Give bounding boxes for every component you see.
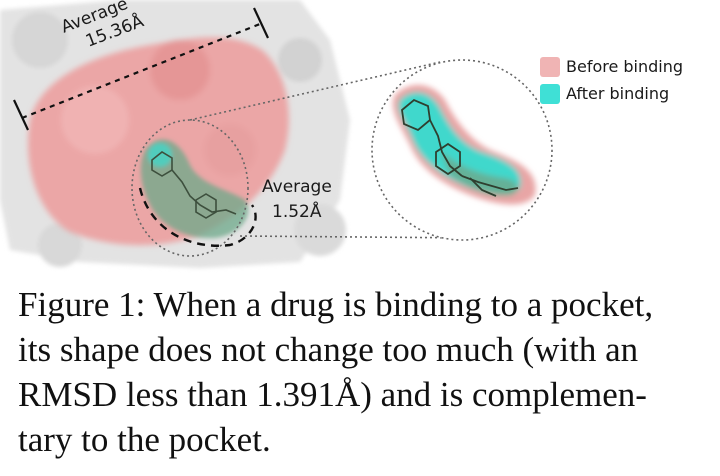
zoom-inset	[371, 59, 553, 241]
legend-item-before: Before binding	[540, 53, 683, 80]
zoom-connector-lines	[189, 61, 481, 239]
legend-label-after: After binding	[566, 84, 670, 103]
width-arrow	[13, 7, 269, 131]
caption-line: Figure 1: When a drug is binding to a po…	[18, 285, 654, 324]
legend-label-before: Before binding	[566, 57, 684, 76]
legend-item-after: After binding	[540, 80, 683, 107]
pocket-after-surface	[140, 139, 249, 239]
caption-line: tary to the pocket.	[18, 420, 271, 459]
protein-pocket-illustration	[0, 0, 553, 268]
legend: Before binding After binding	[540, 53, 683, 107]
legend-swatch-after	[540, 83, 560, 104]
average-rmsd-label: Average 1.52Å	[262, 175, 332, 225]
caption-line: RMSD less than 1.391Å) and is complemen-	[18, 375, 647, 414]
figure-caption: Figure 1: When a drug is binding to a po…	[18, 282, 718, 462]
ligand-structure	[151, 151, 237, 219]
average-rmsd-label-line2: 1.52Å	[272, 202, 322, 222]
legend-swatch-before	[540, 56, 560, 77]
figure-panel: Average 15.36Å Average 1.52Å Before bind…	[0, 0, 683, 268]
average-rmsd-label-line1: Average	[262, 177, 332, 197]
caption-line: its shape does not change too much (with…	[18, 330, 639, 369]
rmsd-outline	[138, 187, 257, 247]
